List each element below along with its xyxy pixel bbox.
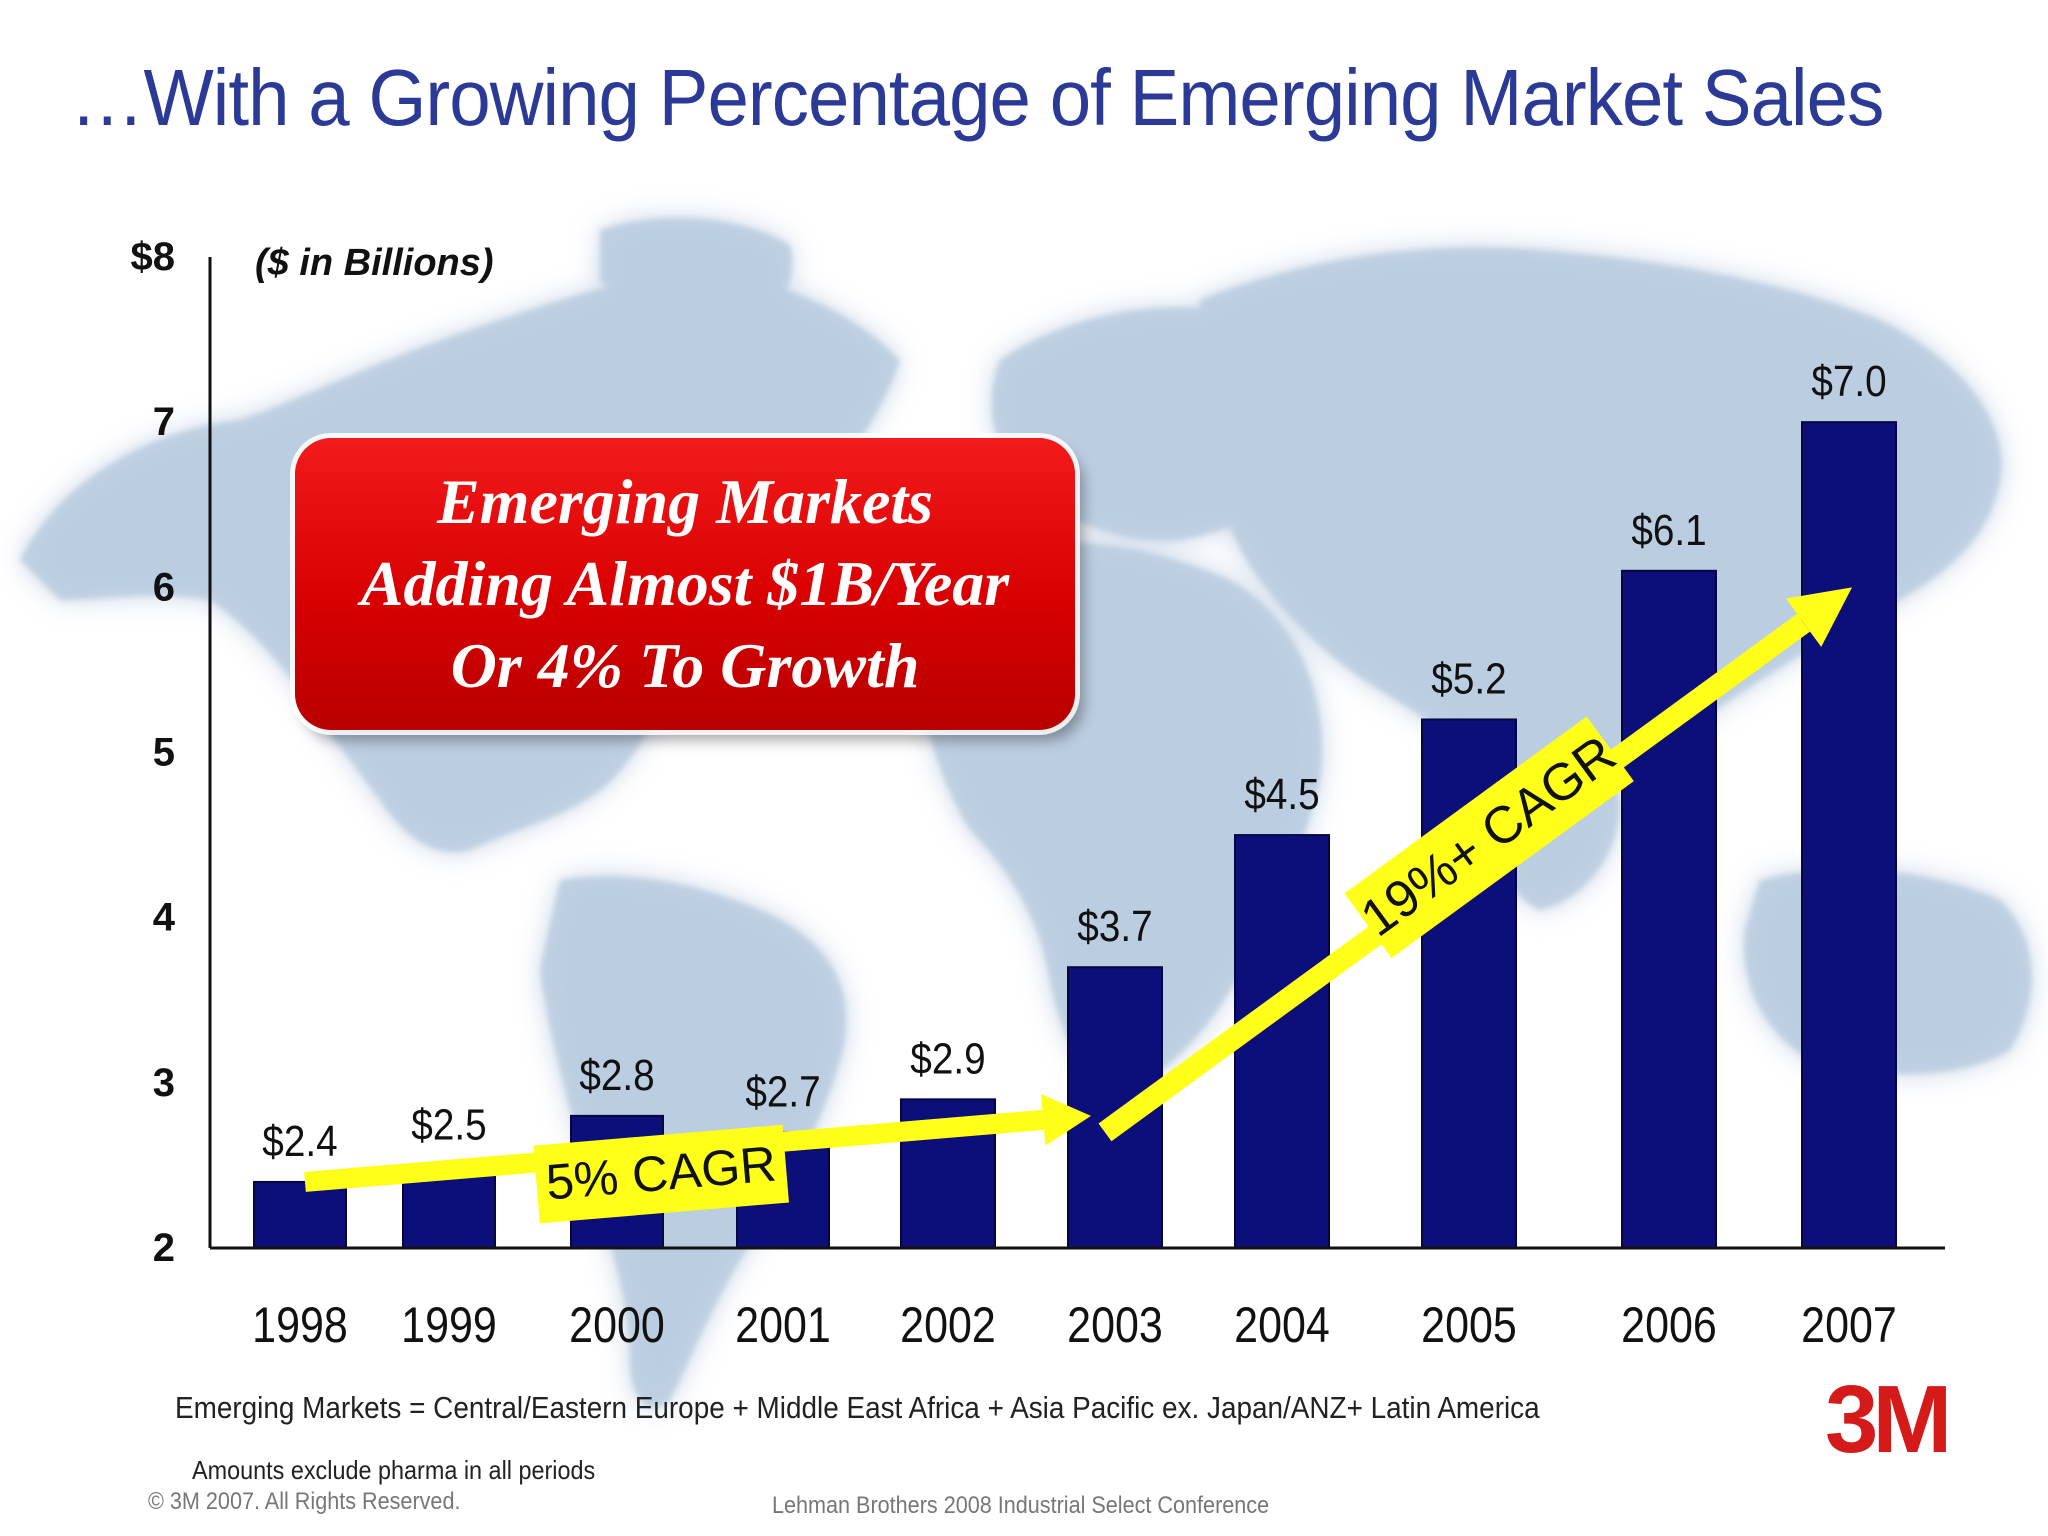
copyright: © 3M 2007. All Rights Reserved.: [148, 1488, 461, 1515]
y-tick-label: 7: [153, 400, 175, 444]
conference-name: Lehman Brothers 2008 Industrial Select C…: [772, 1492, 1270, 1519]
x-tick-label-2002: 2002: [900, 1297, 996, 1353]
y-tick-label: 5: [153, 731, 175, 775]
x-tick-label-2005: 2005: [1421, 1297, 1517, 1353]
x-tick-label-1999: 1999: [401, 1297, 497, 1353]
value-label-2002: $2.9: [910, 1033, 985, 1083]
value-label-1999: $2.5: [411, 1099, 486, 1149]
axes-layer: $8 7 6 5 4 3 2: [131, 235, 1945, 1270]
value-label-2004: $4.5: [1244, 769, 1319, 819]
y-tick-label: 3: [153, 1061, 175, 1105]
callout-box: Emerging Markets Adding Almost $1B/Year …: [295, 438, 1075, 730]
x-tick-label-2001: 2001: [735, 1297, 831, 1353]
x-tick-label-2006: 2006: [1621, 1297, 1717, 1353]
y-tick-label: 4: [153, 896, 176, 940]
y-tick-label: $8: [131, 235, 176, 279]
x-tick-label-2004: 2004: [1234, 1297, 1330, 1353]
callout-line-2: Adding Almost $1B/Year: [360, 548, 1010, 619]
cagr-label-group-1: 5% CAGR: [533, 1124, 789, 1224]
value-label-2000: $2.8: [579, 1050, 654, 1100]
y-tick-label: 2: [153, 1226, 175, 1270]
callout-line-3: Or 4% To Growth: [450, 630, 920, 701]
slide-title: …With a Growing Percentage of Emerging M…: [70, 53, 1884, 142]
3m-logo: 3M: [1825, 1366, 1952, 1473]
y-tick-label: 6: [153, 565, 175, 609]
units-note: ($ in Billions): [255, 242, 494, 284]
value-label-2003: $3.7: [1077, 901, 1152, 951]
x-tick-label-2007: 2007: [1801, 1297, 1897, 1353]
value-label-2005: $5.2: [1431, 653, 1506, 703]
value-label-1998: $2.4: [262, 1116, 337, 1166]
x-tick-label-1998: 1998: [252, 1297, 348, 1353]
footnote: Emerging Markets = Central/Eastern Europ…: [175, 1390, 1540, 1425]
bar-2007: [1801, 421, 1897, 1249]
exclusion-note: Amounts exclude pharma in all periods: [192, 1455, 596, 1485]
value-label-2006: $6.1: [1631, 504, 1706, 554]
cagr-arrow-head-1: [1040, 1093, 1091, 1146]
bar-1998: [253, 1180, 347, 1250]
value-label-2001: $2.7: [745, 1066, 820, 1116]
cagr-label-box-2: [1344, 716, 1634, 958]
labels-layer: $2.4 1998 $2.5 1999 $2.8 2000 $2.7 2001 $2.9 2002…: [252, 356, 1897, 1353]
x-tick-label-2000: 2000: [569, 1297, 665, 1353]
x-tick-label-2003: 2003: [1067, 1297, 1163, 1353]
callout-line-1: Emerging Markets: [436, 466, 934, 537]
bar-2006: [1621, 569, 1717, 1249]
value-label-2007: $7.0: [1811, 356, 1886, 406]
cagr-arrow-head-2: [1785, 587, 1852, 647]
cagr-label-box-1: [533, 1124, 789, 1224]
bar-2004: [1234, 834, 1330, 1249]
